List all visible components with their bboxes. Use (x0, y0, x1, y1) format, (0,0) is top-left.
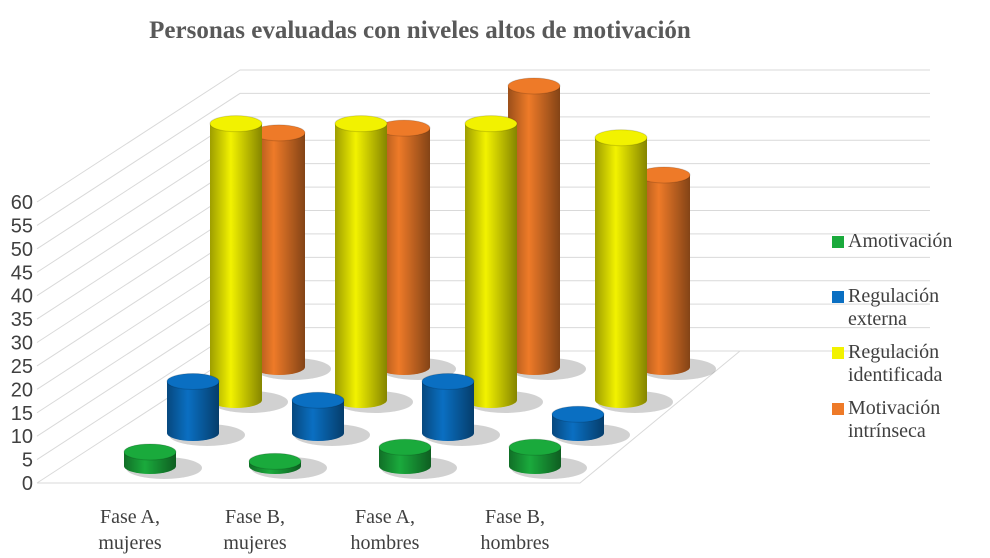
top (507, 77, 561, 95)
cylinder (637, 166, 716, 380)
y-tick-label: 15 (11, 403, 33, 425)
body-shade (378, 128, 430, 375)
cylinder (209, 115, 288, 413)
y-tick-label: 40 (11, 286, 33, 308)
y-tick-label: 10 (11, 426, 33, 448)
top (248, 452, 302, 470)
cylinder (507, 77, 586, 380)
top (464, 115, 518, 133)
top (508, 438, 562, 456)
legend-label: Amotivación (848, 230, 953, 252)
cylinder (464, 115, 543, 413)
y-tick-label: 0 (22, 473, 33, 495)
legend-item: Regulación externa (832, 285, 982, 331)
cylinder (123, 443, 202, 479)
cylinder (508, 438, 587, 479)
body-shade (508, 86, 560, 375)
cylinder (421, 372, 500, 446)
legend-item: Regulación identificada (832, 341, 982, 387)
legend-item: Amotivación (832, 230, 982, 253)
legend-swatch (832, 291, 844, 303)
cylinder (291, 391, 370, 446)
grid-line (36, 92, 930, 226)
legend-swatch (832, 347, 844, 359)
y-tick-label: 5 (22, 450, 33, 472)
body-shade (210, 123, 262, 408)
top (334, 115, 388, 133)
top (551, 405, 605, 423)
y-tick-label: 20 (11, 379, 33, 401)
cylinder (166, 372, 245, 446)
top (291, 391, 345, 409)
floor (37, 350, 741, 484)
body-shade (638, 174, 690, 375)
cylinder (594, 129, 673, 413)
cylinder (377, 119, 456, 380)
x-tick-label: Fase A, (100, 506, 160, 528)
legend-swatch (832, 236, 844, 248)
y-tick-label: 25 (11, 356, 33, 378)
chart-title: Personas evaluadas con niveles altos de … (149, 17, 691, 44)
x-tick-label: hombres (351, 532, 420, 554)
cylinder (252, 124, 331, 380)
x-tick-label: hombres (481, 532, 550, 554)
top (123, 443, 177, 461)
body-shade (292, 400, 344, 441)
legend-label: Motivación intrínseca (848, 397, 941, 442)
cylinder (248, 452, 327, 479)
legend-swatch (832, 403, 844, 415)
legend: Amotivación Regulación externa Regulación … (832, 230, 982, 453)
x-tick-label: mujeres (98, 532, 162, 554)
top (594, 129, 648, 147)
y-tick-label: 30 (11, 333, 33, 355)
top (378, 438, 432, 456)
x-tick-label: Fase B, (485, 506, 545, 528)
body-shade (465, 123, 517, 408)
x-tick-label: mujeres (223, 532, 287, 554)
body-shade (422, 381, 474, 441)
body-shade (253, 132, 305, 375)
legend-label: Regulación identificada (848, 341, 943, 386)
y-tick-label: 60 (11, 192, 33, 214)
top (166, 372, 220, 390)
cylinder (551, 405, 630, 446)
legend-item: Motivación intrínseca (832, 397, 982, 443)
y-tick-label: 45 (11, 262, 33, 284)
y-tick-label: 35 (11, 309, 33, 331)
cylinder (334, 115, 413, 413)
top (209, 115, 263, 133)
cylinder (378, 438, 457, 479)
x-tick-label: Fase B, (225, 506, 285, 528)
grid-line (36, 69, 930, 203)
x-tick-label: Fase A, (355, 506, 415, 528)
body-shade (167, 381, 219, 441)
y-tick-label: 50 (11, 239, 33, 261)
y-tick-label: 55 (11, 215, 33, 237)
top (421, 372, 475, 390)
body-shade (595, 137, 647, 408)
legend-label: Regulación externa (848, 285, 940, 330)
body-shade (335, 123, 387, 408)
